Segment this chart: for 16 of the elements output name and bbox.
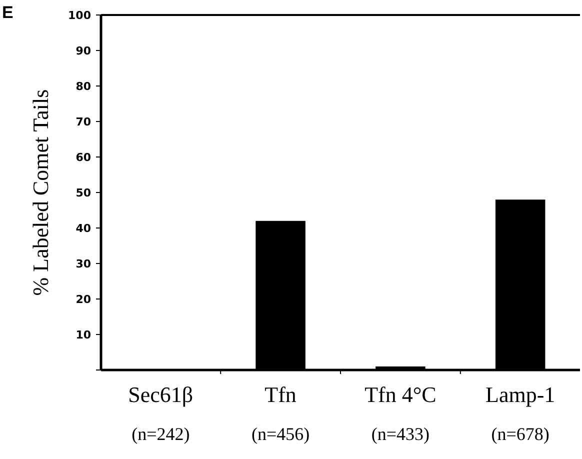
- x-tick-label: Tfn 4°C (n=433): [364, 382, 436, 444]
- y-tick-label: 100: [68, 8, 92, 22]
- y-tick-label: 10: [76, 328, 92, 342]
- y-tick-label: 40: [76, 222, 92, 235]
- x-tick-label: Tfn (n=456): [251, 382, 310, 444]
- y-axis-title: % Labeled Comet Tails: [28, 89, 53, 296]
- y-tick-label: 50: [76, 186, 92, 200]
- y-tick-label: 70: [76, 115, 92, 128]
- chart-title: E: [2, 3, 14, 22]
- x-tick-label: Lamp-1 (n=678): [486, 382, 556, 444]
- x-tick-label: Sec61β (n=242): [128, 382, 194, 444]
- y-tick-label: 80: [76, 80, 92, 93]
- y-tick-label: 30: [76, 257, 92, 270]
- y-tick-label: 90: [76, 44, 92, 58]
- y-tick-label: 20: [76, 292, 92, 306]
- y-tick-label: 60: [76, 150, 92, 164]
